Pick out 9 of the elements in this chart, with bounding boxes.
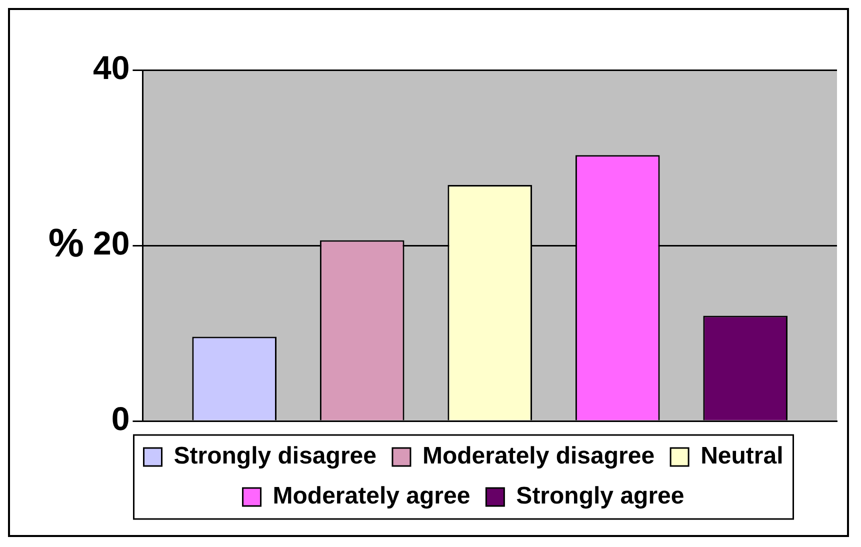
legend-label: Moderately disagree [422,442,655,470]
legend-label: Neutral [700,442,784,470]
y-tick-label: 20 [92,224,130,262]
legend-label: Moderately agree [272,482,470,510]
legend-label: Strongly agree [516,482,684,510]
y-axis-title: % [48,222,84,266]
y-tick-label: 40 [92,49,130,86]
legend-label: Strongly disagree [174,442,376,470]
y-tick-label: 0 [111,400,130,438]
